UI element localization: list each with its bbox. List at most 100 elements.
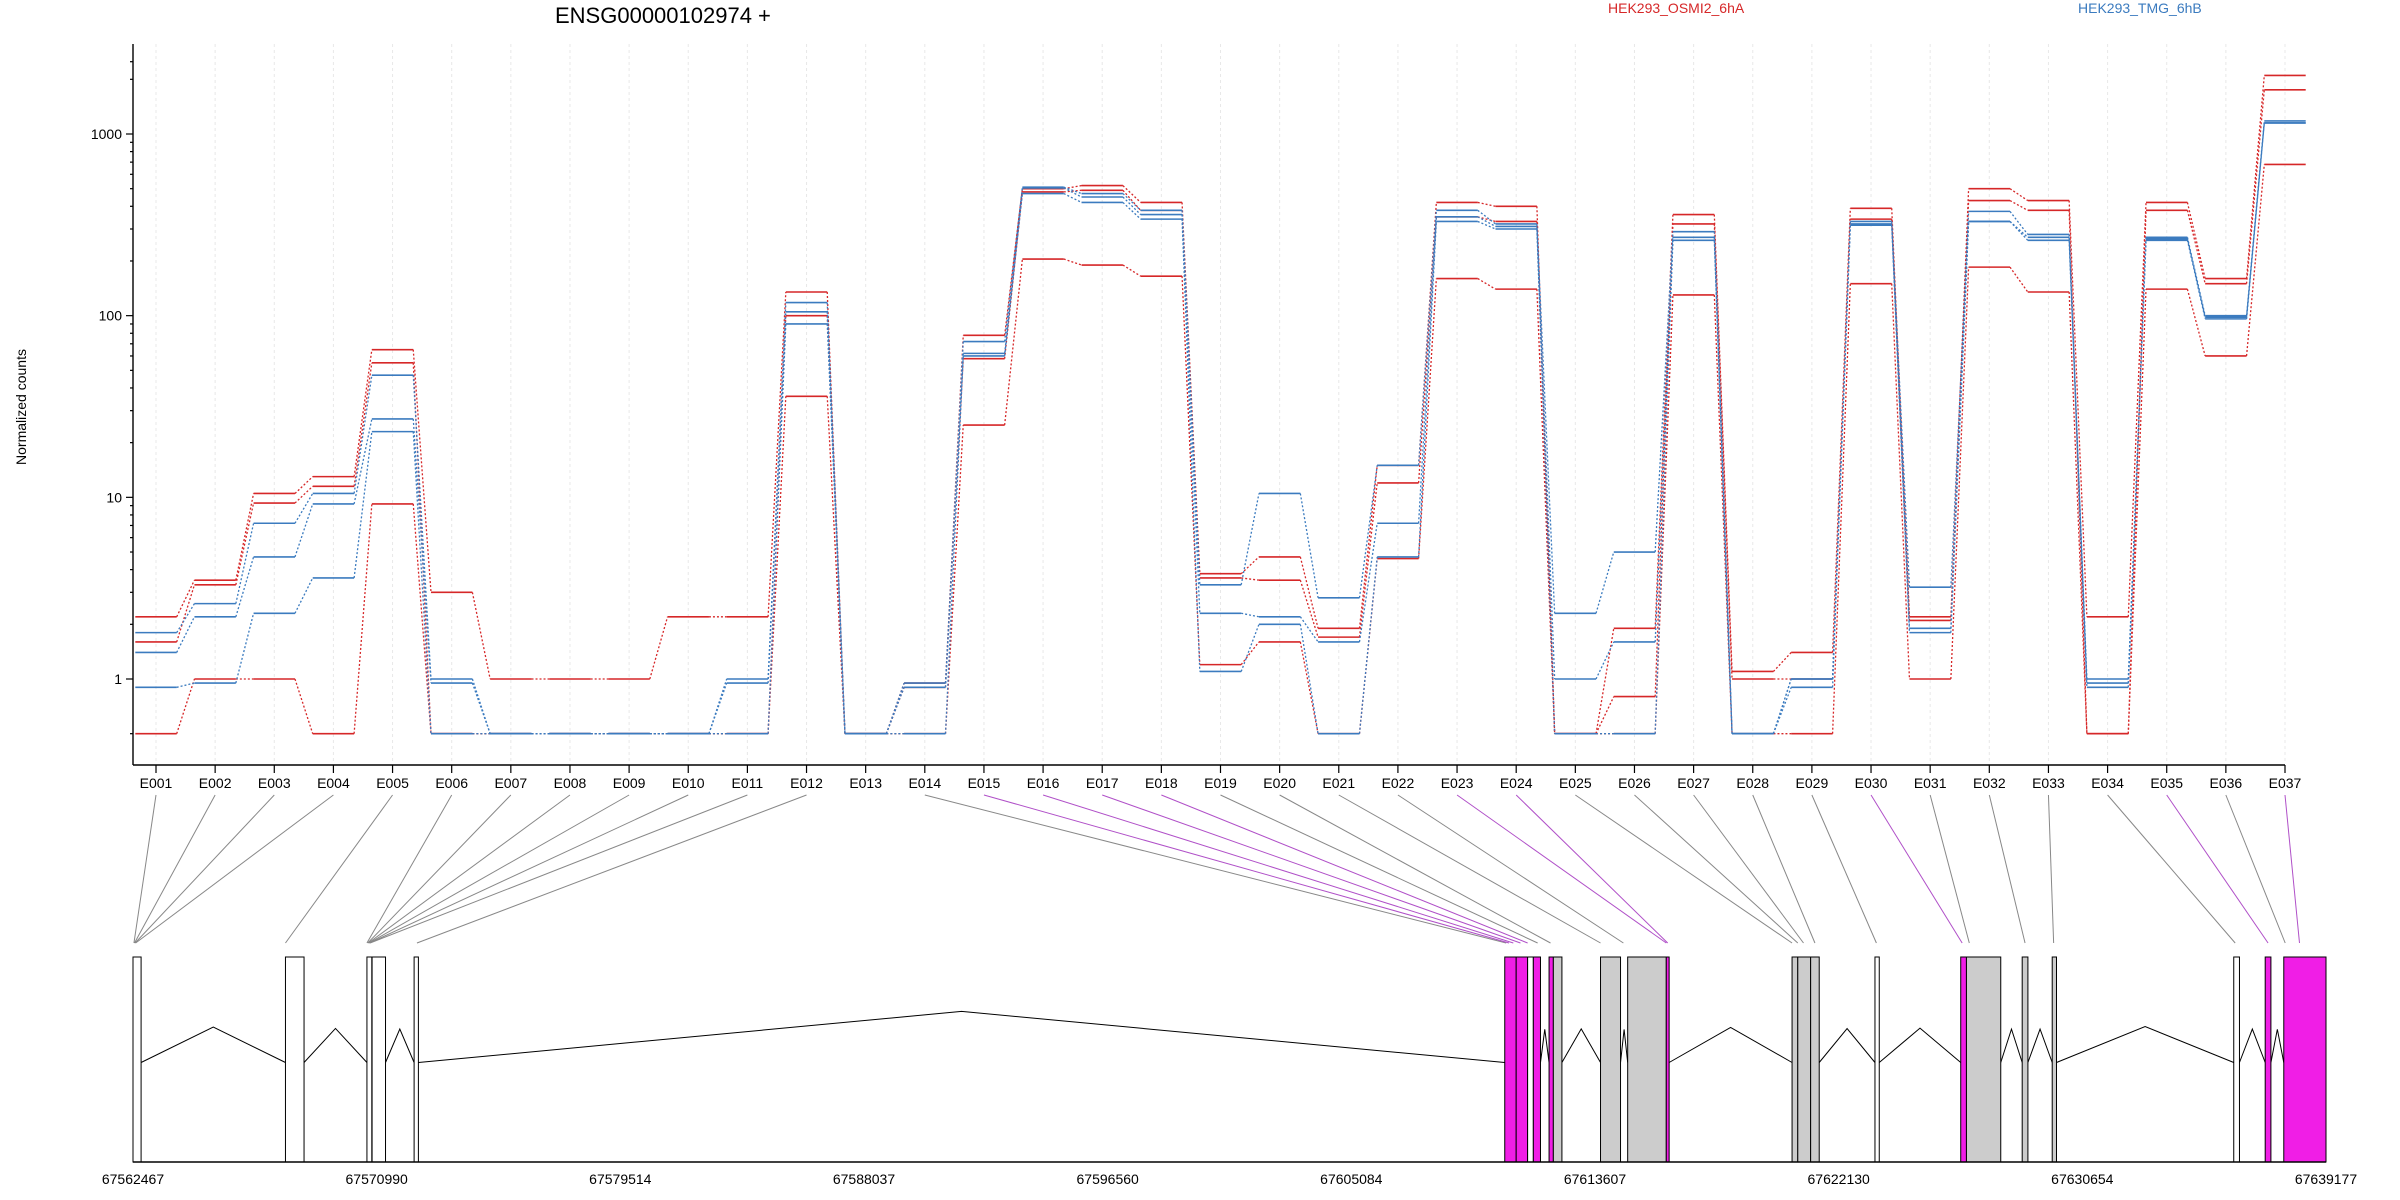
exon-link-e034 <box>2107 794 2236 944</box>
legend-entry-osmi2: HEK293_OSMI2_6hA <box>1608 0 1745 16</box>
series-connector <box>885 687 905 734</box>
exon-label-e017: E017 <box>1086 775 1119 791</box>
series-connector <box>353 418 373 505</box>
series-connector <box>1063 189 1082 193</box>
exon-label-e029: E029 <box>1796 775 1829 791</box>
series-connector <box>1477 216 1496 223</box>
series-connector <box>294 476 314 494</box>
exon-label-e001: E001 <box>140 775 173 791</box>
exon-label-e016: E016 <box>1027 775 1060 791</box>
exon-label-e018: E018 <box>1145 775 1178 791</box>
exon-label-e002: E002 <box>199 775 232 791</box>
intron-line <box>1668 1026 1793 1063</box>
series-connector <box>235 523 255 604</box>
exon-link-e019 <box>1220 794 1538 944</box>
series-connector <box>649 616 669 680</box>
y-tick-label: 1 <box>114 671 122 687</box>
exon-link-e022 <box>1397 794 1624 944</box>
exon-label-e034: E034 <box>2091 775 2124 791</box>
series-connector <box>767 311 787 684</box>
series-connector <box>944 355 964 734</box>
series-connector <box>294 503 314 558</box>
intron-line <box>2027 1027 2053 1063</box>
series-connector <box>471 678 491 734</box>
series-connector <box>353 431 373 579</box>
series-connector <box>1358 556 1378 734</box>
series-connector <box>2009 220 2029 238</box>
series-connector <box>1950 221 1970 633</box>
series-connector <box>412 431 432 734</box>
chart-title: ENSG00000102974 + <box>555 3 771 28</box>
series-connector <box>1181 276 1201 665</box>
exon-label-e031: E031 <box>1914 775 1947 791</box>
vertical-gridlines <box>155 44 2286 763</box>
genomic-tick-label: 67605084 <box>1320 1171 1383 1187</box>
series-connector <box>1595 696 1615 734</box>
series-connector <box>1358 523 1378 643</box>
exon-link-e001 <box>133 794 157 944</box>
exon-bin-links <box>133 794 2300 944</box>
intron-line <box>2056 1026 2234 1063</box>
series-connector <box>2186 210 2206 284</box>
exon-label-e022: E022 <box>1382 775 1415 791</box>
intron-line <box>1818 1027 1876 1063</box>
series-connector <box>1654 231 1674 553</box>
series-connector <box>1358 465 1378 629</box>
series-lines <box>135 74 2306 735</box>
genomic-tick-label: 67639177 <box>2295 1171 2358 1187</box>
exon-link-e004 <box>135 794 334 944</box>
exon-label-e008: E008 <box>554 775 587 791</box>
series-connector <box>2127 289 2147 734</box>
series-connector <box>885 682 905 734</box>
gene-model: 67562467 67570990 67579514 67588037 67596560… <box>102 956 2358 1187</box>
exon-label-e033: E033 <box>2032 775 2065 791</box>
genomic-tick-label: 67622130 <box>1808 1171 1871 1187</box>
exon-link-e015 <box>983 794 1510 944</box>
intron-line <box>418 1010 1505 1063</box>
series-connector <box>2009 266 2029 293</box>
genomic-tick-label: 67613607 <box>1564 1171 1627 1187</box>
exon-block <box>1791 956 1799 1163</box>
series-connector <box>1122 185 1142 203</box>
series-connector <box>1181 214 1201 614</box>
series-connector <box>1772 687 1792 734</box>
y-axis: 1 10 100 1000 <box>91 44 134 765</box>
exon-link-e020 <box>1279 794 1551 944</box>
exon-link-e033 <box>2047 794 2055 944</box>
exon-link-e016 <box>1042 794 1514 944</box>
series-connector <box>1358 482 1378 638</box>
series-connector <box>176 682 195 688</box>
exon-link-e024 <box>1515 794 1669 944</box>
series-connector <box>2186 288 2206 357</box>
x-axis: E001 E002 E003 E004 E005 E006 E007 E008 E009 E010… <box>133 764 2302 791</box>
exon-link-e029 <box>1811 794 1877 944</box>
series-connector <box>1241 612 1260 618</box>
series-connector <box>1122 264 1142 277</box>
exon-label-e028: E028 <box>1736 775 1769 791</box>
exon-label-e019: E019 <box>1204 775 1237 791</box>
series-connector <box>2245 164 2265 357</box>
series-connector <box>708 682 728 734</box>
exon-block <box>371 956 387 1163</box>
exon-label-e003: E003 <box>258 775 291 791</box>
exon-label-e030: E030 <box>1855 775 1888 791</box>
exon-label-e037: E037 <box>2269 775 2302 791</box>
series-connector <box>1477 220 1496 230</box>
exon-block <box>1527 956 1534 1163</box>
series-connector <box>1299 556 1319 629</box>
series-connector <box>1299 616 1319 643</box>
exon-block <box>1965 956 2002 1163</box>
series-connector <box>294 577 314 614</box>
exon-label-e010: E010 <box>672 775 705 791</box>
exon-link-e028 <box>1752 794 1816 944</box>
series-connector <box>1122 196 1142 216</box>
exon-label-e032: E032 <box>1973 775 2006 791</box>
series-connector <box>1417 278 1438 559</box>
series-connector <box>294 493 314 524</box>
exon-block <box>2264 956 2272 1163</box>
exon-label-e025: E025 <box>1559 775 1592 791</box>
y-axis-label: Normalized counts <box>13 349 29 465</box>
y-tick-label: 100 <box>99 308 123 324</box>
exon-block <box>2051 956 2057 1163</box>
